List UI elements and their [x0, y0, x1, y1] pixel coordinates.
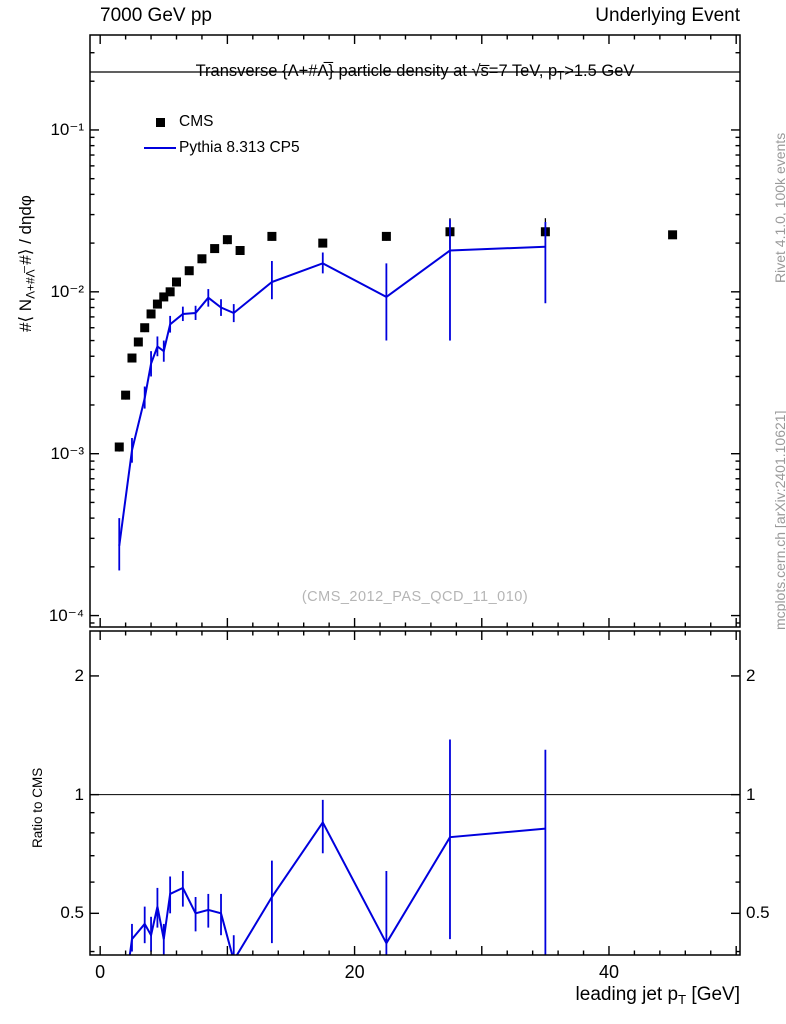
- legend-label-cms: CMS: [179, 113, 214, 130]
- series-pythia-8-313-cp5-cms: [128, 739, 547, 955]
- y-tick-label-right-ratio: 0.5: [746, 903, 770, 923]
- x-tick-label: 40: [598, 962, 619, 982]
- y-tick-label-main: 10⁻²: [50, 281, 84, 301]
- y-tick-label-main: 10⁻¹: [50, 119, 84, 139]
- x-axis-title: leading jet pT [GeV]: [576, 984, 740, 1007]
- x-axis-title-post: [GeV]: [686, 984, 740, 1005]
- plot-title-pre: Transverse {Λ+#Λ̅} particle density at √…: [195, 62, 558, 80]
- plot-title-post: >1.5 GeV: [564, 62, 635, 80]
- y-axis-title-sub: Λ+#Λ̅: [23, 269, 38, 299]
- series-pythia-8-313-cp5: [118, 219, 547, 571]
- rivet-version-note: Rivet 4.1.0, 100k events: [772, 132, 786, 283]
- x-axis-title-pre: leading jet p: [575, 984, 679, 1005]
- y-tick-label-right-ratio: 2: [746, 665, 756, 685]
- panel-ratio: [89, 630, 741, 956]
- pythia-line-icon: [141, 146, 179, 150]
- x-axis-title-sub: T: [678, 991, 687, 1007]
- x-tick-label: 0: [95, 962, 106, 982]
- cms-marker-icon: [141, 117, 179, 127]
- mcplots-reference-note: mcplots.cern.ch [arXiv:2401.10621]: [772, 410, 786, 630]
- x-tick-label: 20: [344, 962, 365, 982]
- series-cms: [114, 218, 678, 452]
- legend-item-pythia: Pythia 8.313 CP5: [141, 135, 300, 161]
- ratio-y-axis-title: Ratio to CMS: [30, 767, 45, 848]
- y-axis-title: #⟨ NΛ+#Λ̅ #⟩ / dηdφ: [16, 195, 38, 332]
- y-tick-label-ratio: 2: [74, 665, 84, 685]
- watermark: (CMS_2012_PAS_QCD_11_010): [301, 589, 529, 605]
- beam-label: 7000 GeV pp: [100, 5, 212, 26]
- y-tick-label-ratio: 1: [74, 784, 84, 804]
- frame-ratio: [89, 630, 741, 956]
- y-tick-label-right-ratio: 1: [746, 784, 756, 804]
- y-tick-label-main: 10⁻³: [50, 443, 84, 463]
- y-axis-title-post: #⟩ / dηdφ: [16, 195, 35, 270]
- analysis-label: Underlying Event: [595, 5, 740, 26]
- plot-title: Transverse {Λ+#Λ̅} particle density at √…: [92, 62, 738, 82]
- panel-main: [89, 34, 741, 628]
- y-tick-label-main: 10⁻⁴: [48, 605, 84, 625]
- plot-title-sub: T: [557, 70, 565, 83]
- y-tick-label-ratio: 0.5: [60, 903, 84, 923]
- frame-main: [89, 34, 741, 628]
- legend-item-cms: CMS: [141, 109, 300, 135]
- ticks-ratio: [90, 631, 740, 955]
- legend: CMS Pythia 8.313 CP5: [141, 109, 300, 161]
- legend-label-pythia: Pythia 8.313 CP5: [179, 139, 300, 156]
- y-axis-title-pre: #⟨ N: [16, 298, 35, 332]
